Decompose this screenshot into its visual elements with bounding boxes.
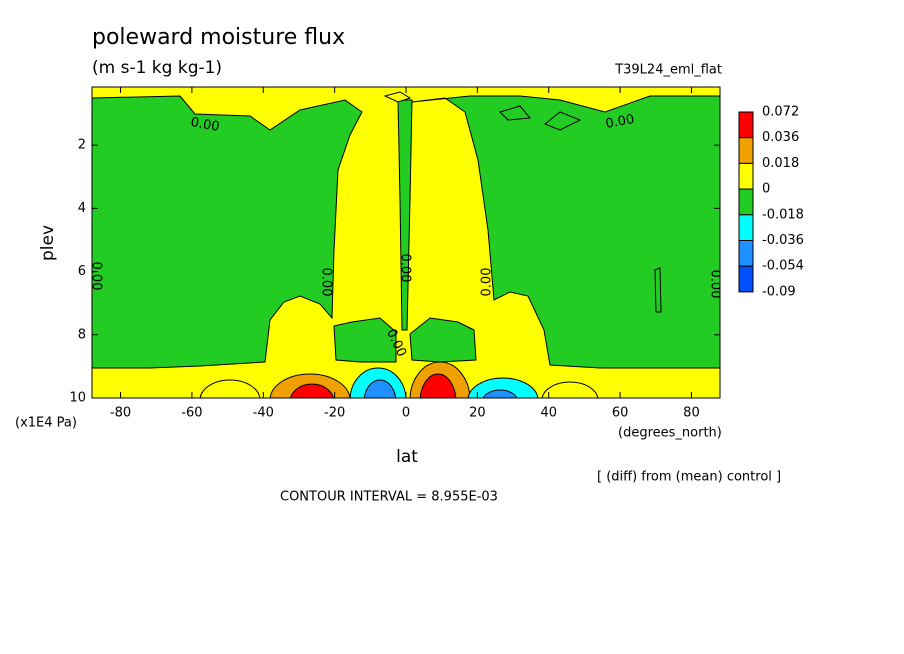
x-tick-label: -80	[110, 406, 131, 421]
contour-band	[419, 373, 457, 398]
contour-band	[467, 377, 539, 398]
contour-band	[92, 95, 363, 369]
x-tick-label: 60	[612, 406, 629, 421]
y-tick-label: 6	[78, 264, 86, 279]
contour-label: 0.00	[398, 254, 413, 283]
colorbar-box	[738, 137, 754, 164]
colorbar-label: 0.072	[762, 105, 799, 120]
contour-interval: CONTOUR INTERVAL = 8.955E-03	[280, 490, 498, 505]
contour-band	[409, 317, 477, 363]
contour-band	[654, 267, 662, 313]
contour-band	[544, 111, 582, 131]
contour-label: 0.00	[319, 268, 334, 297]
chart-title: poleward moisture flux	[92, 25, 345, 50]
colorbar-box	[738, 214, 754, 242]
x-tick-label: -20	[324, 406, 345, 421]
contour-label: 0.00	[480, 268, 495, 297]
contour-band	[409, 361, 471, 398]
contour-band	[349, 367, 407, 398]
contour-label: 0.00	[89, 262, 104, 291]
x-axis-title: lat	[396, 447, 418, 467]
colorbar-box	[738, 265, 754, 293]
y-tick-label: 2	[78, 138, 86, 153]
contour-label: 0.00	[189, 115, 220, 135]
x-units: (degrees_north)	[618, 426, 722, 441]
chart-subtitle: (m s-1 kg kg-1)	[92, 58, 222, 78]
y-tick-label: 4	[78, 201, 86, 216]
contour-band	[499, 105, 531, 121]
contour-band	[363, 379, 397, 398]
colorbar-box	[738, 240, 754, 267]
contour-band	[482, 389, 518, 398]
colorbar-label: -0.036	[762, 233, 804, 248]
colorbar-label: -0.018	[762, 207, 804, 222]
contour-band	[411, 95, 720, 369]
x-tick-label: 0	[402, 406, 410, 421]
colorbar-label: 0	[762, 182, 770, 197]
colorbar-label: -0.09	[762, 284, 796, 299]
x-tick-label: 40	[540, 406, 557, 421]
x-tick-label: 80	[683, 406, 700, 421]
y-axis-title: plev	[38, 225, 58, 261]
contour-band	[199, 379, 261, 398]
contour-band	[333, 317, 397, 363]
x-tick-label: 20	[469, 406, 486, 421]
x-tick-label: -40	[253, 406, 274, 421]
colorbar-label: -0.054	[762, 259, 804, 274]
contour-label: 0.00	[604, 112, 635, 132]
x-tick-label: -60	[181, 406, 202, 421]
colorbar-box	[738, 188, 754, 216]
colorbar-box	[738, 162, 754, 190]
run-label: T39L24_eml_flat	[614, 63, 722, 78]
y-tick-label: 10	[69, 391, 86, 406]
colorbar-label: 0.018	[762, 156, 799, 171]
contour-band	[290, 383, 334, 398]
contour-band	[397, 99, 413, 331]
contour-band	[383, 91, 412, 103]
contour-band	[541, 381, 599, 398]
y-units: (x1E4 Pa)	[15, 416, 77, 431]
plot-area: 0.00 0.000.00 0.00 0.00 0.00 0.000.00	[89, 87, 723, 398]
colorbar-box	[738, 111, 754, 139]
note: [ (diff) from (mean) control ]	[597, 470, 781, 485]
colorbar-label: 0.036	[762, 130, 799, 145]
y-tick-label: 8	[78, 327, 86, 342]
contour-label: 0.00	[708, 270, 723, 299]
